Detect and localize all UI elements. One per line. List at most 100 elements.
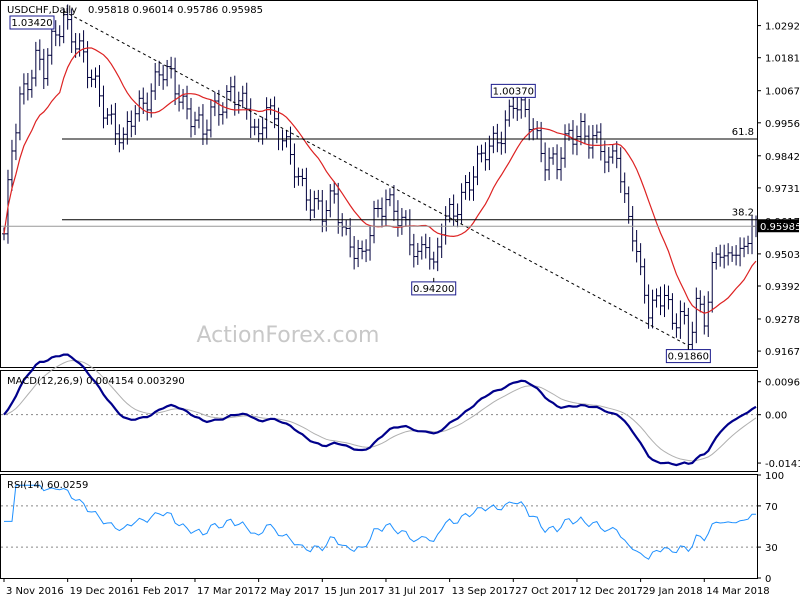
price-bar (133, 105, 138, 135)
price-bar (308, 189, 313, 221)
price-bar (718, 244, 723, 267)
price-bar (332, 181, 337, 204)
price-bar (216, 89, 221, 126)
price-bar (391, 185, 396, 222)
price-bar (471, 166, 476, 201)
price-callout: 0.91860 (665, 345, 711, 364)
fib-level-label: 38.2 (732, 208, 754, 219)
x-tick-label: 13 Sep 2017 (452, 586, 515, 597)
x-tick-label: 27 Oct 2017 (515, 586, 577, 597)
price-bar (415, 242, 420, 265)
macd-label: MACD(12,26,9) 0.004154 0.003290 (7, 376, 185, 387)
price-callout-box (9, 15, 55, 30)
price-bar (666, 285, 671, 310)
price-bar (694, 287, 699, 344)
price-bar (383, 189, 388, 227)
price-callout-label: 0.91860 (668, 352, 709, 363)
price-bar (204, 119, 209, 145)
rsi-label: RSI(14) 60.0259 (7, 480, 88, 491)
price-bar (157, 60, 162, 86)
price-bar (89, 69, 94, 88)
price-bar (479, 144, 484, 163)
price-bar (304, 167, 309, 211)
price-bar (730, 246, 735, 262)
price-bar (435, 237, 440, 272)
price-bar (177, 84, 182, 112)
price-bar (563, 124, 568, 168)
x-tick-label: 1 Feb 2017 (133, 586, 189, 597)
price-bar (610, 144, 615, 164)
price-bar (364, 239, 369, 263)
trend-line (63, 10, 689, 347)
price-bar (395, 200, 400, 237)
x-tick-label: 2 May 2017 (261, 586, 320, 597)
price-bar (41, 48, 46, 89)
price-bar (165, 59, 170, 87)
price-bar (57, 25, 62, 47)
price-bar (372, 200, 377, 244)
price-bar (586, 125, 591, 159)
price-bar (248, 98, 253, 138)
price-bar (81, 30, 86, 63)
price-bar (379, 197, 384, 228)
price-bar (423, 233, 428, 259)
price-bar (260, 116, 265, 145)
price-bar (487, 135, 492, 171)
price-bar (427, 237, 432, 270)
price-bar (312, 190, 317, 218)
price-bar (77, 33, 82, 57)
price-bar (463, 175, 468, 200)
price-bar (483, 142, 488, 171)
macd-signal-line (3, 359, 757, 462)
price-bar (320, 189, 325, 233)
price-bar (618, 147, 623, 193)
price-callout-label: 1.00370 (493, 86, 534, 97)
current-price-box (757, 219, 799, 233)
price-bar (630, 206, 635, 252)
price-bar (328, 184, 333, 218)
price-bar (272, 96, 277, 129)
price-bar (356, 239, 361, 268)
price-bar (101, 85, 106, 129)
x-tick-label: 17 Mar 2017 (197, 586, 260, 597)
price-bar (368, 224, 373, 261)
price-bar (678, 300, 683, 339)
price-bar (662, 284, 667, 318)
price-bar (113, 102, 118, 145)
price-bar (149, 83, 154, 118)
price-bar (360, 240, 365, 260)
price-bar (264, 97, 269, 139)
rsi-panel-frame (0, 474, 758, 579)
price-bar (555, 144, 560, 180)
price-bar (93, 67, 98, 88)
price-bar (29, 69, 34, 98)
price-bar (507, 99, 512, 127)
price-bar (117, 124, 122, 153)
price-bar (288, 126, 293, 165)
price-bar (45, 48, 50, 86)
x-tick-label: 29 Jan 2018 (643, 586, 703, 597)
price-bar (734, 245, 739, 266)
price-bar (256, 118, 261, 143)
macd-y-tick-label: 0.009664 (765, 378, 800, 389)
price-bar (674, 313, 679, 338)
ohlc-readout: 0.95818 0.96014 0.95786 0.95985 (88, 5, 263, 16)
rsi-line (4, 484, 757, 560)
x-tick-label: 3 Nov 2016 (6, 586, 64, 597)
y-tick-label: 1.02920 (765, 22, 800, 33)
price-bar (702, 295, 707, 335)
price-bar (228, 76, 233, 102)
price-bar (590, 124, 595, 159)
price-bar (638, 243, 643, 276)
price-bar (459, 183, 464, 224)
price-bar (738, 237, 743, 267)
x-tick-label: 31 Jul 2017 (388, 586, 445, 597)
price-bar (97, 65, 102, 107)
price-callout: 1.00370 (490, 83, 536, 100)
price-bar (722, 244, 727, 269)
price-bar (614, 141, 619, 169)
